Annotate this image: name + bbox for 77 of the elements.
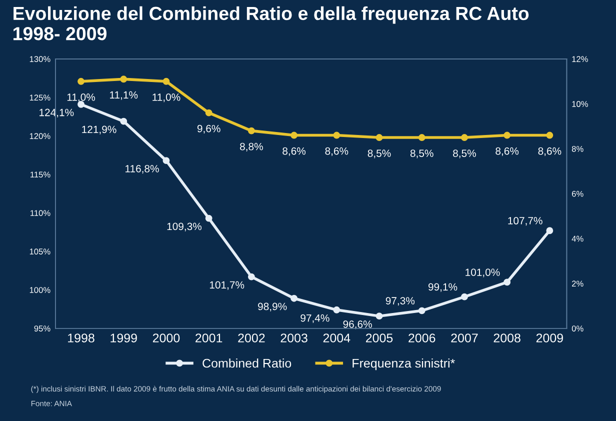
data-label: 8,6%	[325, 147, 348, 156]
data-label: 11,1%	[110, 91, 138, 100]
data-label: 116,8%	[126, 165, 159, 174]
y2-tick-label: 0%	[572, 326, 584, 332]
data-label: 99,1%	[428, 283, 458, 292]
data-label: 96,6%	[343, 320, 372, 330]
x-tick-label: 2001	[196, 334, 222, 342]
x-tick-label: 2006	[408, 334, 436, 342]
point	[333, 132, 340, 139]
point	[504, 132, 511, 139]
data-label: 101,7%	[210, 281, 244, 290]
point	[162, 78, 170, 85]
x-tick-label: 1998	[68, 334, 94, 342]
data-label: 11,0%	[67, 93, 96, 102]
data-label: 11,0%	[152, 93, 180, 102]
point	[248, 127, 255, 134]
y-tick-label: 120%	[30, 133, 50, 140]
point	[162, 157, 170, 164]
point	[205, 214, 212, 222]
point	[120, 76, 128, 83]
x-tick-label: 2003	[280, 334, 308, 342]
y-tick-label: 95%	[34, 326, 50, 332]
data-label: 109,3%	[167, 222, 202, 232]
data-label: 97,4%	[300, 314, 330, 323]
point	[376, 134, 383, 141]
y-tick-label: 100%	[30, 287, 50, 293]
y2-tick-label: 8%	[572, 146, 584, 152]
y2-tick-label: 10%	[572, 101, 588, 107]
point	[418, 307, 426, 314]
y-tick-label: 105%	[30, 248, 50, 254]
legend-label: Combined Ratio	[202, 358, 292, 368]
point	[460, 293, 468, 300]
data-label: 8,5%	[410, 150, 434, 158]
y2-tick-label: 6%	[572, 190, 584, 197]
point	[504, 278, 511, 286]
y-tick-label: 115%	[30, 172, 50, 178]
y-tick-label: 110%	[30, 210, 50, 216]
data-label: 101,0%	[466, 268, 500, 278]
data-label: 8,5%	[453, 150, 476, 158]
point	[290, 132, 298, 139]
point	[248, 273, 255, 280]
point	[546, 227, 554, 234]
data-label: 9,6%	[197, 124, 220, 134]
data-label: 97,3%	[386, 297, 415, 306]
y-tick-label: 130%	[30, 56, 50, 62]
data-label: 107,7%	[508, 217, 542, 226]
point	[120, 118, 128, 125]
data-label: 8,6%	[538, 147, 562, 156]
chart-title: Evoluzione del Combined Ratio e della frequenza RC Auto 1998- 2009	[14, 6, 529, 40]
point	[376, 312, 383, 320]
point	[546, 132, 554, 139]
y2-tick-label: 2%	[572, 280, 584, 287]
x-tick-label: 2000	[152, 334, 180, 342]
data-label: 8,5%	[368, 150, 391, 158]
point	[290, 294, 298, 302]
x-tick-label: 2008	[494, 334, 520, 342]
x-tick-label: 1999	[110, 334, 137, 342]
data-label: 8,6%	[496, 147, 519, 156]
data-label: 8,8%	[240, 142, 263, 152]
data-label: 98,9%	[258, 302, 287, 312]
point	[418, 134, 426, 141]
x-tick-label: 2007	[451, 334, 478, 342]
legend-label: Frequenza sinistri*	[352, 358, 455, 370]
data-label: 8,6%	[282, 147, 306, 156]
x-tick-label: 2009	[536, 334, 563, 342]
point	[333, 306, 340, 314]
x-tick-label: 2002	[238, 334, 265, 342]
point	[205, 109, 212, 116]
data-label: 121,9%	[82, 126, 116, 134]
point	[78, 78, 84, 85]
y2-tick-label: 12%	[572, 56, 588, 62]
x-tick-label: 2004	[323, 334, 350, 342]
point	[460, 134, 468, 141]
y-tick-label: 125%	[30, 94, 50, 101]
data-label: 124,1%	[40, 108, 74, 118]
y2-tick-label: 4%	[572, 236, 584, 242]
x-tick-label: 2005	[366, 334, 393, 342]
